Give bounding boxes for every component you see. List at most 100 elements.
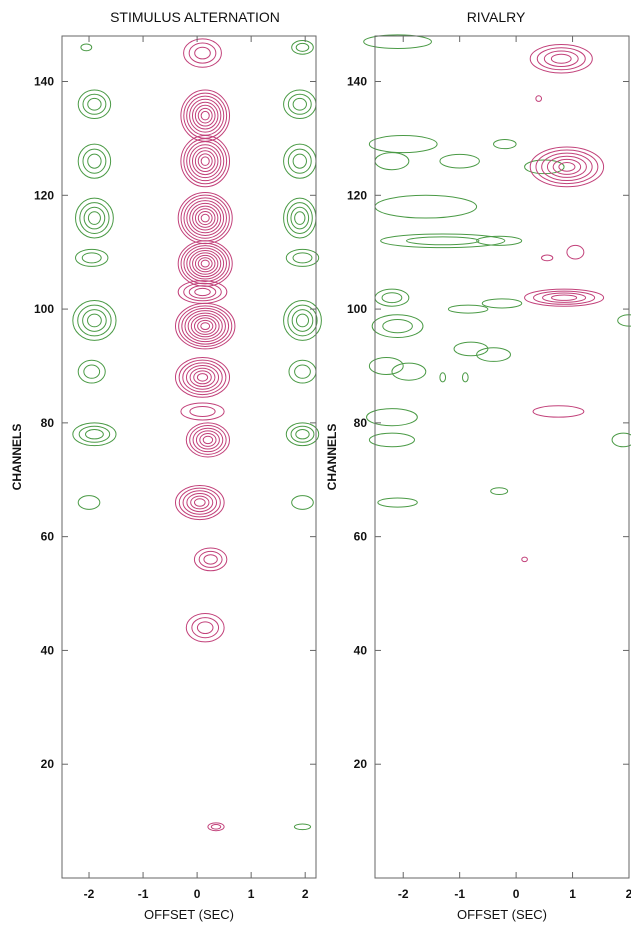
- negative-contour-level: [77, 495, 101, 510]
- positive-contour-level: [203, 554, 218, 565]
- y-tick-label: 100: [347, 302, 367, 316]
- positive-contour-blob: [180, 89, 231, 142]
- positive-contour-level: [178, 487, 221, 518]
- negative-contour-blob: [380, 233, 506, 249]
- positive-contour-level: [178, 359, 227, 396]
- y-tick-label: 100: [34, 302, 54, 316]
- positive-contour-level: [193, 547, 228, 572]
- positive-contour-level: [180, 242, 230, 285]
- negative-contour-level: [380, 233, 506, 249]
- positive-contour-level: [194, 104, 216, 127]
- negative-contour-level: [285, 422, 320, 447]
- positive-contour-level: [566, 244, 585, 260]
- positive-contour-blob: [535, 95, 543, 102]
- x-tick-label: 2: [626, 887, 631, 901]
- negative-contour-level: [291, 309, 314, 332]
- contour-group: [363, 34, 631, 563]
- negative-contour-level: [83, 364, 101, 379]
- negative-contour-level: [292, 153, 307, 169]
- negative-contour-level: [79, 202, 110, 234]
- negative-contour-blob: [75, 197, 114, 239]
- negative-contour-level: [382, 319, 413, 334]
- positive-contour-level: [194, 150, 216, 173]
- negative-contour-blob: [481, 298, 523, 309]
- negative-contour-blob: [291, 495, 314, 510]
- positive-contour-level: [532, 405, 585, 418]
- negative-contour-level: [287, 148, 312, 174]
- negative-contour-blob: [77, 143, 112, 179]
- positive-contour-blob: [185, 422, 231, 458]
- negative-contour-level: [295, 42, 310, 52]
- negative-contour-level: [291, 40, 314, 55]
- contour-group: [72, 38, 322, 832]
- positive-contour-blob: [566, 244, 585, 260]
- plot-frame: [374, 35, 630, 879]
- positive-contour-level: [197, 319, 214, 333]
- positive-contour-level: [193, 370, 212, 385]
- y-tick-label: 80: [354, 416, 368, 430]
- negative-contour-level: [283, 300, 322, 341]
- negative-contour-level: [72, 300, 117, 341]
- negative-contour-level: [77, 304, 112, 337]
- negative-contour-level: [293, 823, 312, 831]
- x-tick-label: 0: [194, 887, 201, 901]
- y-tick-label: 20: [354, 757, 368, 771]
- negative-contour-level: [374, 194, 478, 219]
- positive-contour-blob: [177, 240, 233, 287]
- positive-contour-level: [189, 425, 227, 455]
- positive-contour-blob: [180, 135, 231, 188]
- positive-contour-blob: [174, 484, 225, 521]
- positive-contour-blob: [529, 44, 593, 74]
- negative-contour-level: [75, 197, 114, 239]
- negative-contour-blob: [461, 372, 469, 383]
- positive-contour-blob: [193, 547, 228, 572]
- positive-contour-level: [199, 433, 217, 447]
- negative-contour-blob: [368, 432, 416, 448]
- panel-title: RIVALRY: [467, 9, 526, 25]
- positive-contour-level: [180, 89, 231, 142]
- negative-contour-level: [490, 487, 509, 496]
- positive-contour-level: [191, 617, 220, 639]
- x-tick-label: -2: [84, 887, 95, 901]
- x-tick-label: 1: [248, 887, 255, 901]
- positive-contour-blob: [185, 612, 225, 643]
- positive-contour-level: [551, 294, 578, 301]
- negative-contour-level: [292, 97, 307, 111]
- positive-contour-level: [194, 254, 216, 273]
- negative-contour-level: [287, 304, 318, 337]
- negative-contour-blob: [368, 356, 404, 376]
- positive-contour-level: [200, 110, 210, 121]
- positive-contour-level: [182, 362, 223, 393]
- positive-contour-level: [210, 823, 222, 830]
- negative-contour-level: [368, 135, 438, 154]
- y-tick-label: 120: [34, 188, 54, 202]
- positive-contour-level: [535, 95, 543, 102]
- positive-contour-level: [541, 254, 554, 262]
- negative-contour-blob: [283, 300, 322, 341]
- negative-contour-blob: [366, 408, 418, 427]
- negative-contour-level: [439, 153, 480, 169]
- negative-contour-blob: [453, 341, 489, 357]
- positive-contour-level: [195, 430, 220, 450]
- positive-contour-level: [191, 101, 219, 130]
- y-tick-label: 40: [41, 643, 55, 657]
- negative-contour-level: [406, 236, 480, 246]
- negative-contour-level: [283, 197, 317, 239]
- positive-contour-blob: [177, 191, 233, 245]
- y-tick-label: 80: [41, 416, 55, 430]
- negative-contour-blob: [439, 372, 447, 383]
- x-tick-label: -1: [138, 887, 149, 901]
- negative-contour-blob: [490, 487, 509, 496]
- positive-contour-level: [184, 310, 226, 343]
- negative-contour-level: [85, 429, 104, 440]
- negative-contour-blob: [476, 347, 511, 362]
- negative-contour-blob: [75, 248, 109, 267]
- y-axis-label: CHANNELS: [325, 424, 339, 491]
- positive-contour-level: [200, 322, 211, 331]
- negative-contour-level: [82, 309, 107, 332]
- positive-contour-level: [196, 621, 214, 635]
- y-tick-label: 140: [34, 75, 54, 89]
- positive-contour-level: [178, 305, 233, 347]
- negative-contour-level: [611, 432, 631, 448]
- positive-contour-level: [186, 141, 225, 182]
